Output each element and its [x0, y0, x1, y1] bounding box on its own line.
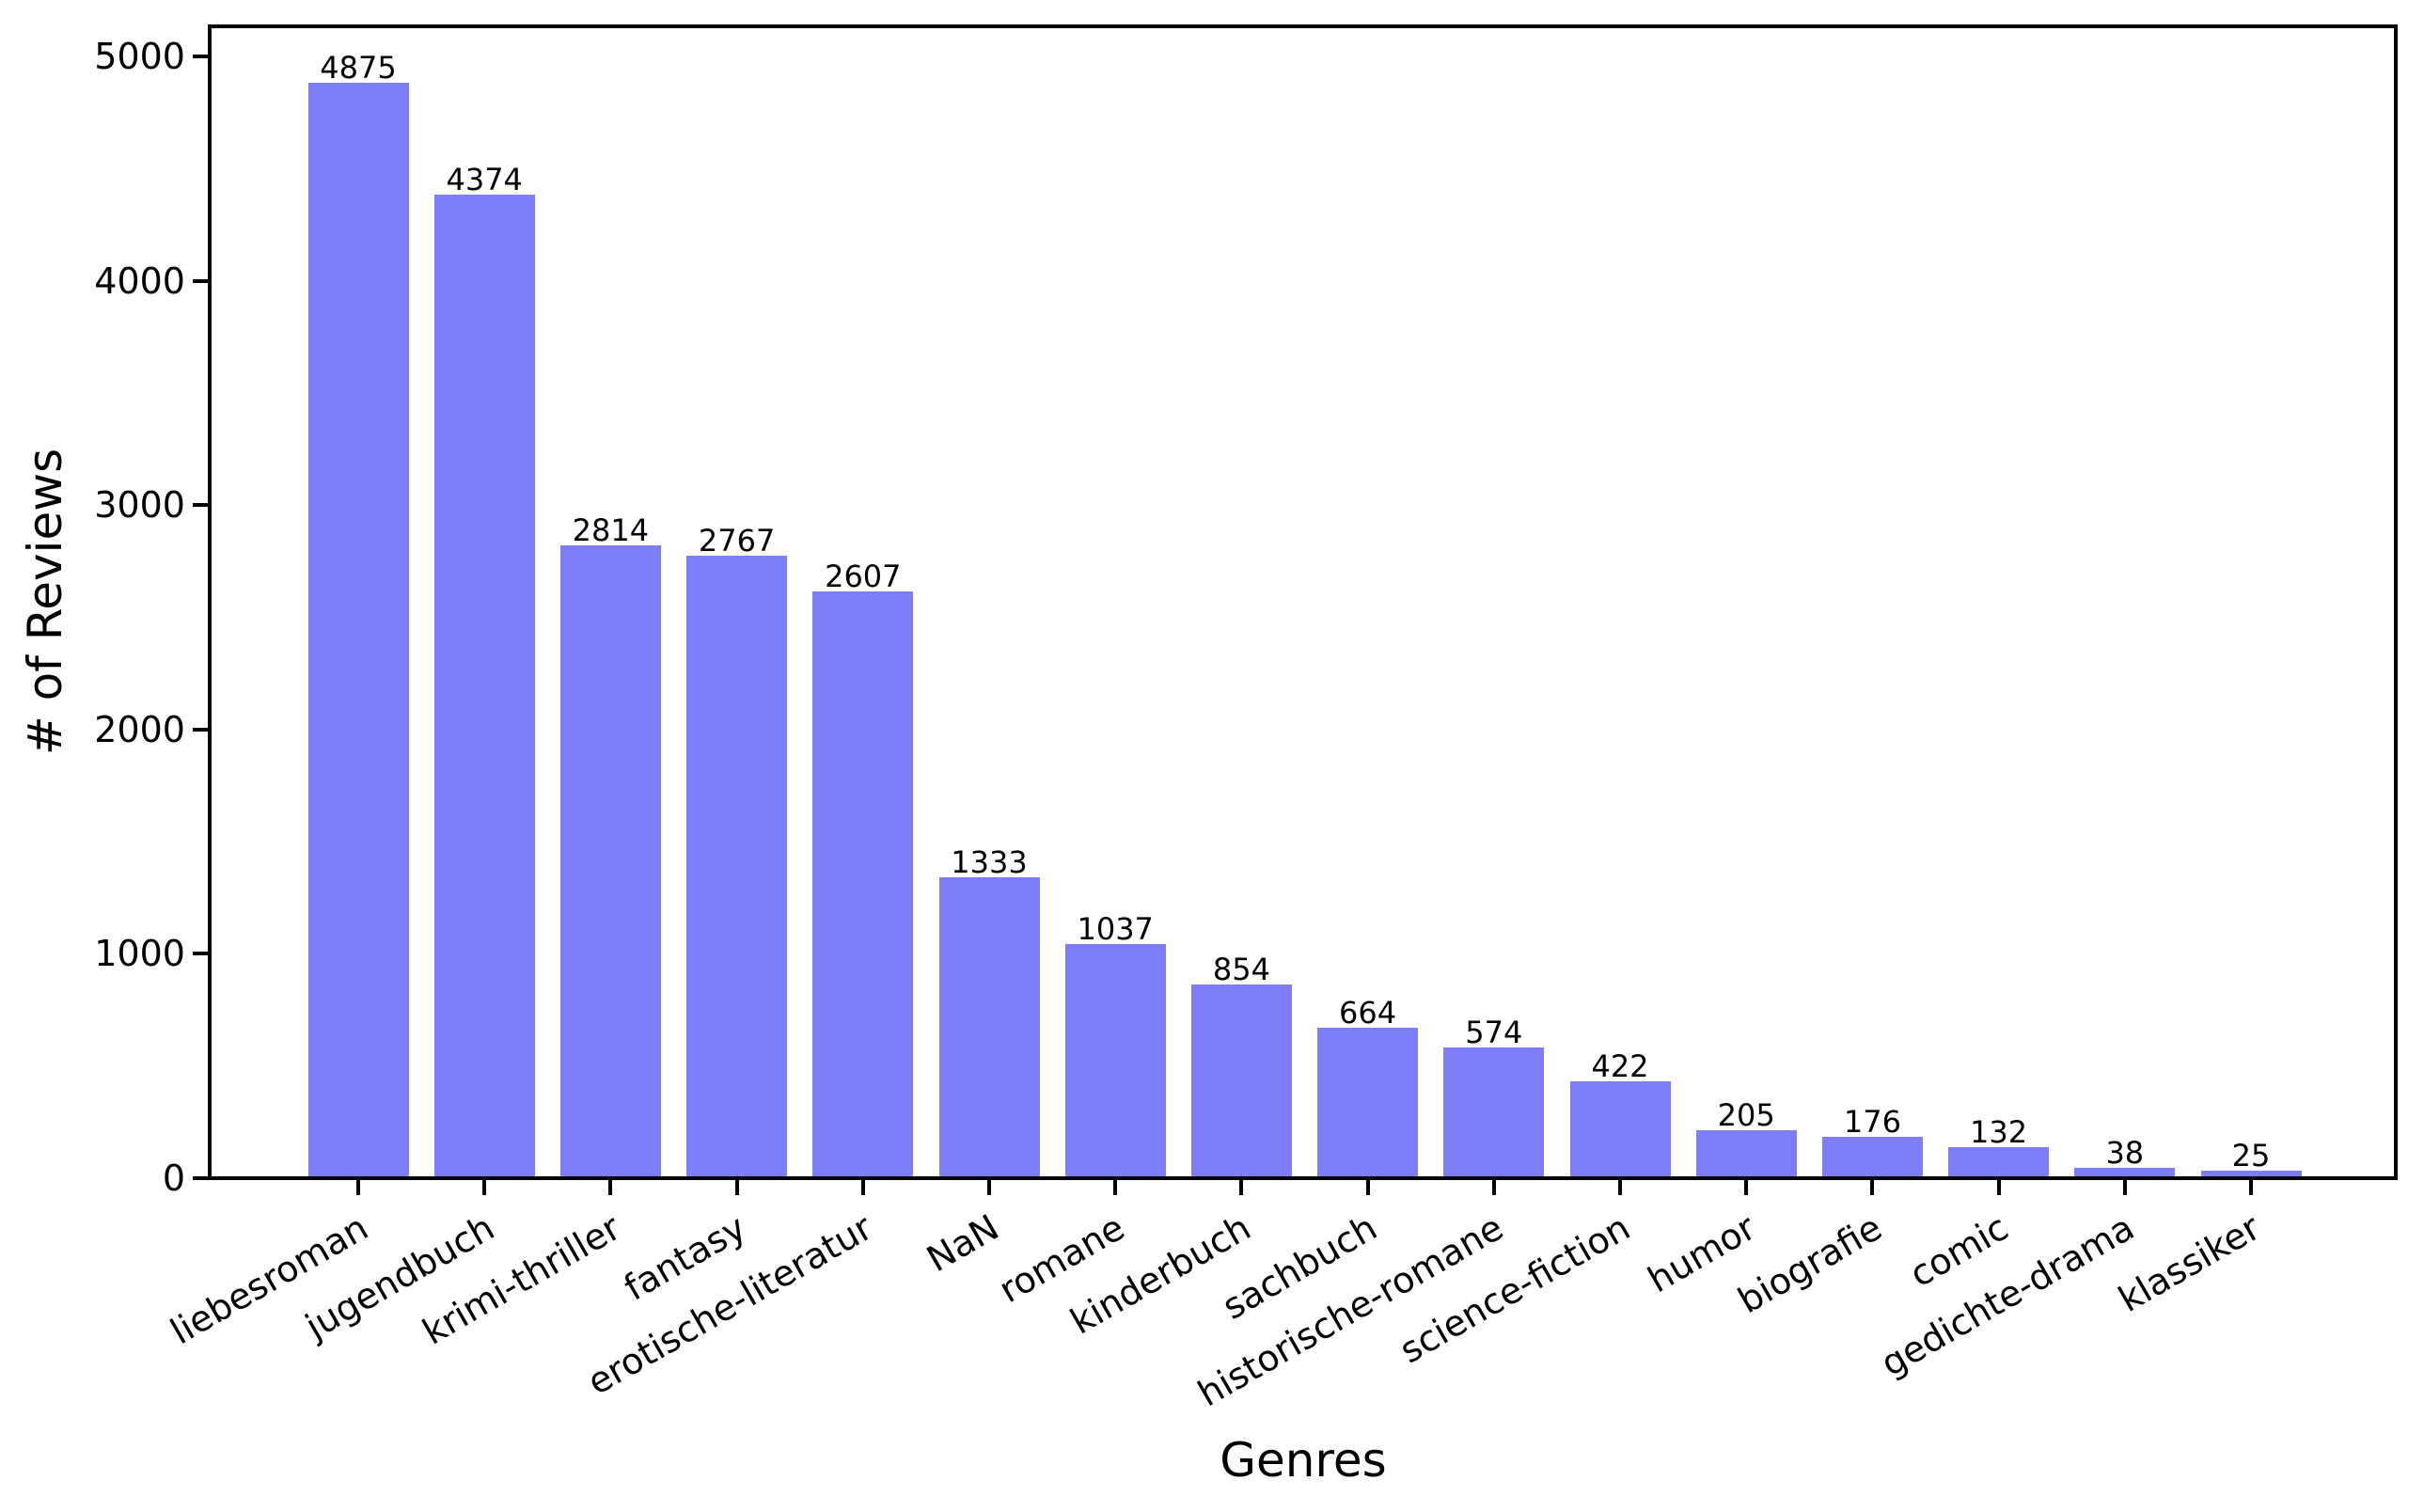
bar — [1695, 1130, 1797, 1176]
y-tick — [193, 727, 208, 732]
x-tick — [734, 1180, 739, 1195]
x-axis-label: Genres — [1220, 1433, 1387, 1488]
x-tick-label: science-fiction — [1392, 1206, 1637, 1372]
bar — [2200, 1171, 2302, 1176]
bar — [1317, 1027, 1419, 1176]
bar — [307, 82, 409, 1176]
y-axis-label: # of Reviews — [18, 448, 72, 756]
bar-value-label: 4875 — [320, 49, 397, 86]
bar — [559, 544, 661, 1176]
y-tick — [193, 1176, 208, 1180]
bar-value-label: 2767 — [698, 522, 776, 559]
y-tick — [193, 503, 208, 508]
bar — [1443, 1047, 1545, 1176]
x-tick — [608, 1180, 613, 1195]
y-tick-label: 2000 — [94, 708, 185, 750]
x-tick — [2249, 1180, 2253, 1195]
y-tick — [193, 278, 208, 283]
bar-value-label: 664 — [1339, 994, 1397, 1031]
x-tick — [2122, 1180, 2127, 1195]
bar-value-label: 176 — [1843, 1104, 1901, 1140]
bar-value-label: 4374 — [446, 162, 523, 198]
bar — [1569, 1081, 1671, 1176]
bar — [812, 591, 914, 1176]
bar-value-label: 422 — [1591, 1048, 1649, 1085]
y-tick-label: 0 — [162, 1158, 185, 1199]
y-tick — [193, 55, 208, 58]
bar — [938, 876, 1040, 1176]
y-tick-label: 1000 — [94, 933, 185, 975]
bar-value-label: 205 — [1717, 1097, 1775, 1134]
x-tick — [1491, 1180, 1496, 1195]
bar-value-label: 132 — [1970, 1113, 2028, 1150]
bar — [1190, 984, 1292, 1176]
bar — [1948, 1146, 2050, 1176]
bar — [686, 555, 788, 1176]
y-tick-label: 3000 — [94, 484, 185, 527]
x-tick — [356, 1180, 360, 1195]
bar-value-label: 574 — [1465, 1015, 1523, 1051]
x-tick-label: klassiker — [2112, 1206, 2268, 1321]
bar — [1821, 1137, 1923, 1176]
bar-value-label: 1037 — [1077, 910, 1154, 947]
y-tick-label: 5000 — [94, 36, 185, 77]
y-tick — [193, 952, 208, 956]
bar-value-label: 2607 — [825, 558, 902, 594]
x-tick-label: NaN — [920, 1206, 1006, 1281]
y-tick-label: 4000 — [94, 260, 185, 302]
x-tick-label: biografie — [1731, 1206, 1889, 1322]
x-tick — [1744, 1180, 1749, 1195]
x-tick — [1113, 1180, 1118, 1195]
bar-value-label: 2814 — [572, 512, 650, 548]
x-tick — [860, 1180, 865, 1195]
x-tick — [1239, 1180, 1244, 1195]
x-tick — [1996, 1180, 2001, 1195]
bar — [2074, 1167, 2176, 1176]
x-tick — [482, 1180, 487, 1195]
bar-value-label: 854 — [1212, 952, 1270, 988]
bar — [1064, 943, 1166, 1176]
bar-value-label: 38 — [2105, 1134, 2145, 1171]
x-tick — [1870, 1180, 1875, 1195]
x-tick — [1618, 1180, 1622, 1195]
bar — [433, 195, 535, 1176]
x-tick — [1365, 1180, 1370, 1195]
bar-value-label: 25 — [2231, 1138, 2271, 1174]
bar-value-label: 1333 — [951, 843, 1028, 880]
x-tick — [987, 1180, 991, 1195]
